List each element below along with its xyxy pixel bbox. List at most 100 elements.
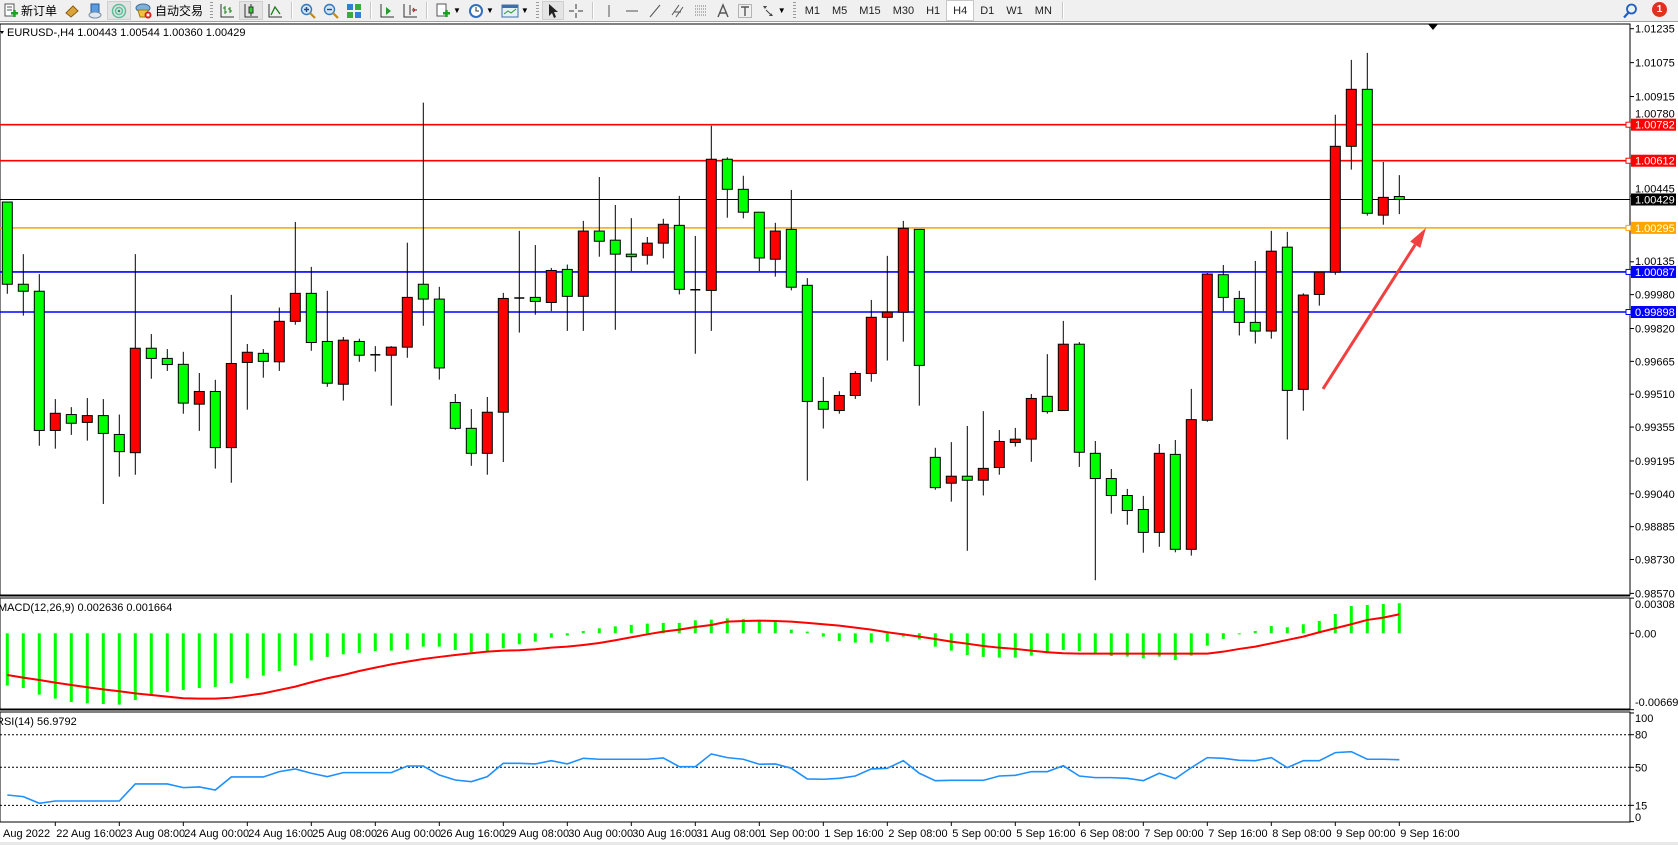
time-label: 30 Aug 16:00	[632, 828, 697, 840]
zoom-in-button[interactable]	[297, 1, 319, 20]
market-watch-button[interactable]	[61, 1, 83, 20]
notification-count-badge: 1	[1652, 1, 1667, 17]
timeframe-m30-button[interactable]: M30	[892, 4, 915, 17]
timeframe-m15-button[interactable]: M15	[859, 4, 881, 17]
bullish-candle	[865, 316, 877, 374]
arrows-tool-button[interactable]: ▼	[757, 1, 789, 20]
indicators-button[interactable]: ▼	[432, 1, 464, 20]
bullish-candle	[497, 297, 509, 413]
bearish-candle	[1393, 196, 1405, 200]
zoom-out-button[interactable]	[320, 1, 342, 20]
chevron-down-icon: ▼	[520, 6, 529, 15]
toolbar-grip[interactable]	[210, 2, 214, 19]
auto-scroll-icon	[380, 3, 395, 17]
bearish-candle	[321, 340, 333, 384]
timeframe-m5-button[interactable]: M5	[832, 4, 848, 17]
bullish-candle	[337, 339, 349, 385]
rsi-axis-label: 80	[1635, 730, 1647, 742]
text-label-tool-button[interactable]	[734, 1, 756, 20]
trendline-icon	[649, 4, 661, 17]
bearish-candle	[145, 347, 157, 359]
price-tick-label: 0.99820	[1635, 324, 1675, 336]
bearish-candle	[465, 427, 477, 454]
toolbar-grip[interactable]	[792, 2, 796, 19]
auto-trading-label: 自动交易	[155, 4, 204, 18]
bullish-candle	[241, 351, 253, 363]
candlestick-chart-button[interactable]	[239, 1, 264, 20]
periods-button[interactable]: ▼	[465, 1, 497, 20]
price-tick-label: 1.00780	[1635, 109, 1675, 121]
templates-button[interactable]: ▼	[498, 1, 532, 20]
macd-axis-label: 0.00	[1635, 628, 1656, 640]
search-icon[interactable]	[1622, 3, 1638, 19]
price-tick-label: 1.01235	[1635, 24, 1675, 36]
line-chart-button[interactable]	[264, 1, 286, 20]
cursor-icon	[548, 3, 558, 18]
annotation-arrow-shaft	[1321, 243, 1417, 390]
timeframe-h4-button[interactable]: H4	[946, 0, 975, 21]
timeframe-h1-button[interactable]: H1	[926, 4, 941, 17]
cursor-tool-button[interactable]	[541, 1, 564, 20]
bullish-candle	[1377, 196, 1389, 216]
timeframe-mn-button[interactable]: MN	[1034, 4, 1052, 17]
crosshair-tool-button[interactable]	[565, 1, 587, 20]
bearish-candle	[1137, 508, 1149, 533]
timeframe-w1-button[interactable]: W1	[1006, 4, 1023, 17]
chart-shift-button[interactable]	[399, 1, 421, 20]
macd-axis-label: 0.00308	[1635, 599, 1675, 611]
time-label: 8 Sep 08:00	[1272, 828, 1331, 840]
price-tick-label: 0.99040	[1635, 489, 1675, 501]
bearish-candle	[113, 433, 125, 453]
bullish-candle	[289, 292, 301, 322]
toolbar-grip[interactable]	[535, 2, 539, 19]
horizontal-line-tool-button[interactable]	[621, 1, 643, 20]
line-handle	[1625, 268, 1632, 275]
rsi-line	[7, 750, 1400, 805]
vertical-line-tool-button[interactable]	[598, 1, 620, 20]
zoom-out-icon	[323, 3, 339, 19]
bullish-candle	[273, 320, 285, 363]
new-order-button[interactable]: 新订单	[0, 1, 60, 20]
auto-scroll-button[interactable]	[376, 1, 398, 20]
signal-icon	[111, 3, 127, 18]
bar-chart-button[interactable]	[216, 1, 238, 20]
bearish-candle	[593, 230, 605, 242]
fibonacci-tool-button[interactable]	[690, 1, 712, 20]
timeframe-d1-button[interactable]: D1	[980, 4, 995, 17]
line-handle	[1625, 224, 1632, 231]
fibonacci-icon	[694, 5, 707, 15]
bearish-candle	[817, 400, 829, 410]
notifications-button[interactable]: 1	[1650, 1, 1668, 20]
bullish-candle	[769, 230, 781, 260]
tile-windows-button[interactable]	[343, 1, 365, 20]
bullish-candle	[545, 269, 557, 303]
price-label-box	[1631, 193, 1676, 206]
new-order-label: 新订单	[21, 4, 58, 18]
trendline-tool-button[interactable]	[644, 1, 666, 20]
bearish-candle	[209, 390, 221, 449]
macd-signal-line	[7, 613, 1400, 700]
bearish-candle	[929, 456, 941, 489]
separator	[291, 2, 294, 19]
time-label: 9 Sep 00:00	[1336, 828, 1395, 840]
price-label: 0.99898	[1635, 307, 1675, 319]
auto-trading-button[interactable]: 自动交易	[132, 1, 206, 20]
main-chart-panel	[0, 23, 1631, 596]
price-tick-label: 0.99665	[1635, 356, 1675, 368]
navigator-button[interactable]	[84, 1, 106, 20]
bullish-candle	[1153, 452, 1165, 533]
time-label: Aug 2022	[3, 828, 50, 840]
signals-button[interactable]	[107, 1, 132, 20]
bullish-candle	[881, 311, 893, 318]
bearish-candle	[753, 211, 765, 259]
price-tick-label: 1.00915	[1635, 92, 1675, 104]
rsi-header: RSI(14) 56.9792	[0, 716, 77, 728]
equidistant-channel-tool-button[interactable]	[667, 1, 689, 20]
timeframe-m1-button[interactable]: M1	[804, 4, 820, 17]
navigator-icon	[88, 3, 102, 18]
time-label: 6 Sep 08:00	[1080, 828, 1139, 840]
bearish-candle	[1105, 478, 1117, 496]
rsi-axis-label: 100	[1635, 713, 1653, 725]
text-tool-button[interactable]	[713, 1, 733, 20]
